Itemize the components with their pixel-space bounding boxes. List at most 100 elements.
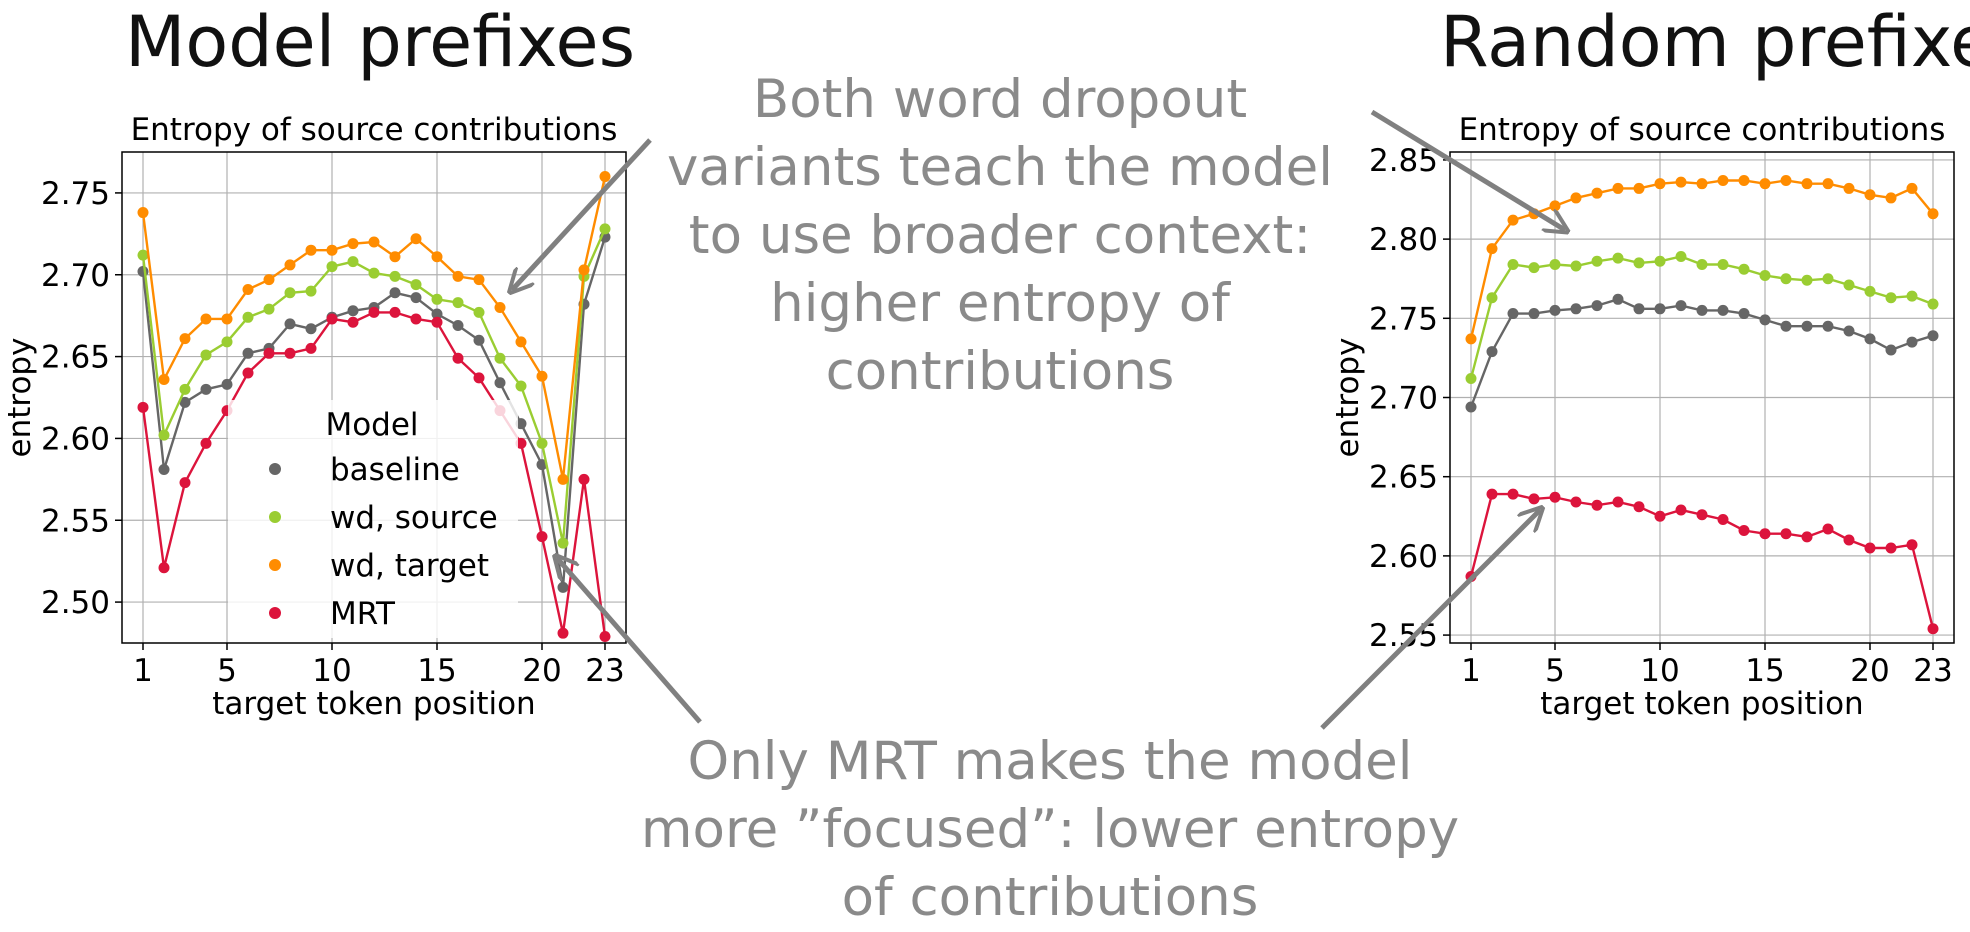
series-wd-target <box>1465 175 1939 345</box>
plot-frame <box>121 151 627 644</box>
data-point <box>452 352 464 364</box>
x-tick-label: 23 <box>585 653 624 689</box>
legend-marker-wd-target <box>269 559 281 571</box>
data-point <box>1738 308 1750 320</box>
data-point <box>347 305 359 317</box>
data-point <box>1591 255 1603 267</box>
data-point <box>1696 178 1708 190</box>
data-point <box>1927 298 1939 310</box>
legend-label-wd-target: wd, target <box>330 548 489 584</box>
arrow-to-right-chart-mrt <box>1320 510 1540 730</box>
x-tick-label: 1 <box>1461 653 1481 689</box>
data-point <box>389 306 401 318</box>
data-point <box>1486 292 1498 304</box>
data-point <box>1633 501 1645 513</box>
chart-title: Entropy of source contributions <box>131 112 618 148</box>
data-point <box>1633 257 1645 269</box>
data-point <box>494 352 506 364</box>
data-point <box>242 311 254 323</box>
data-point <box>410 279 422 291</box>
data-point <box>1675 300 1687 312</box>
data-point <box>1528 262 1540 274</box>
x-tick-label: 20 <box>522 653 561 689</box>
data-point <box>1864 333 1876 345</box>
annotation-arrows <box>512 109 1565 730</box>
data-point <box>389 251 401 263</box>
data-point <box>326 261 338 273</box>
data-point <box>1927 330 1939 342</box>
data-point <box>431 316 443 328</box>
x-tick-label: 23 <box>1913 653 1952 689</box>
data-point <box>158 562 170 574</box>
data-point <box>1654 178 1666 190</box>
data-point <box>200 437 212 449</box>
data-point <box>200 313 212 325</box>
data-point <box>1507 488 1519 500</box>
data-point <box>1570 192 1582 204</box>
data-point <box>578 473 590 485</box>
data-point <box>431 293 443 305</box>
data-point <box>1822 320 1834 332</box>
data-point <box>1570 260 1582 272</box>
arrow-to-left-chart-mrt <box>557 558 702 724</box>
data-point <box>599 630 611 642</box>
data-point <box>1885 344 1897 356</box>
data-point <box>1696 509 1708 521</box>
data-point <box>326 313 338 325</box>
y-tick-label: 2.65 <box>41 340 110 376</box>
data-point <box>1549 491 1561 503</box>
data-point <box>368 267 380 279</box>
data-point <box>1612 496 1624 508</box>
data-point <box>347 256 359 268</box>
data-point <box>1507 308 1519 320</box>
x-tick-label: 20 <box>1850 653 1889 689</box>
y-tick-label: 2.75 <box>41 176 110 212</box>
data-point <box>305 244 317 256</box>
data-point <box>137 207 149 219</box>
data-point <box>515 336 527 348</box>
data-point <box>242 347 254 359</box>
x-tick-label: 1 <box>133 653 153 689</box>
arrow-to-left-chart-wd <box>512 138 652 290</box>
data-point <box>1528 493 1540 505</box>
x-tick-label: 5 <box>1545 653 1565 689</box>
data-point <box>515 380 527 392</box>
series-wd-target <box>137 171 611 485</box>
y-tick-label: 2.80 <box>1369 222 1438 258</box>
y-tick-label: 2.65 <box>1369 460 1438 496</box>
data-point <box>1507 214 1519 226</box>
data-point <box>1570 496 1582 508</box>
data-point <box>494 377 506 389</box>
data-point <box>536 531 548 543</box>
data-point <box>1633 303 1645 315</box>
data-point <box>452 319 464 331</box>
data-point <box>1927 208 1939 220</box>
data-point <box>1591 300 1603 312</box>
data-point <box>179 396 191 408</box>
y-tick-label: 2.60 <box>1369 539 1438 575</box>
data-point <box>137 249 149 261</box>
data-point <box>1549 304 1561 316</box>
data-point <box>263 274 275 286</box>
x-axis-title: target token position <box>212 686 535 722</box>
data-point <box>158 464 170 476</box>
data-point <box>1696 304 1708 316</box>
data-point <box>263 303 275 315</box>
arrow-to-right-chart-wd <box>1370 109 1565 230</box>
data-point <box>305 285 317 297</box>
data-point <box>1801 320 1813 332</box>
legend-label-mrt: MRT <box>330 596 396 632</box>
data-point <box>410 313 422 325</box>
data-point <box>326 244 338 256</box>
data-point <box>1465 333 1477 345</box>
data-point <box>1780 320 1792 332</box>
annotation-mrt: Only MRT makes the model more ”focused”:… <box>640 731 1460 928</box>
x-tick-label: 10 <box>312 653 351 689</box>
data-point <box>1486 488 1498 500</box>
data-point <box>1843 534 1855 546</box>
data-point <box>1696 258 1708 270</box>
y-tick-label: 2.55 <box>41 503 110 539</box>
data-point <box>221 313 233 325</box>
data-point <box>1759 314 1771 326</box>
